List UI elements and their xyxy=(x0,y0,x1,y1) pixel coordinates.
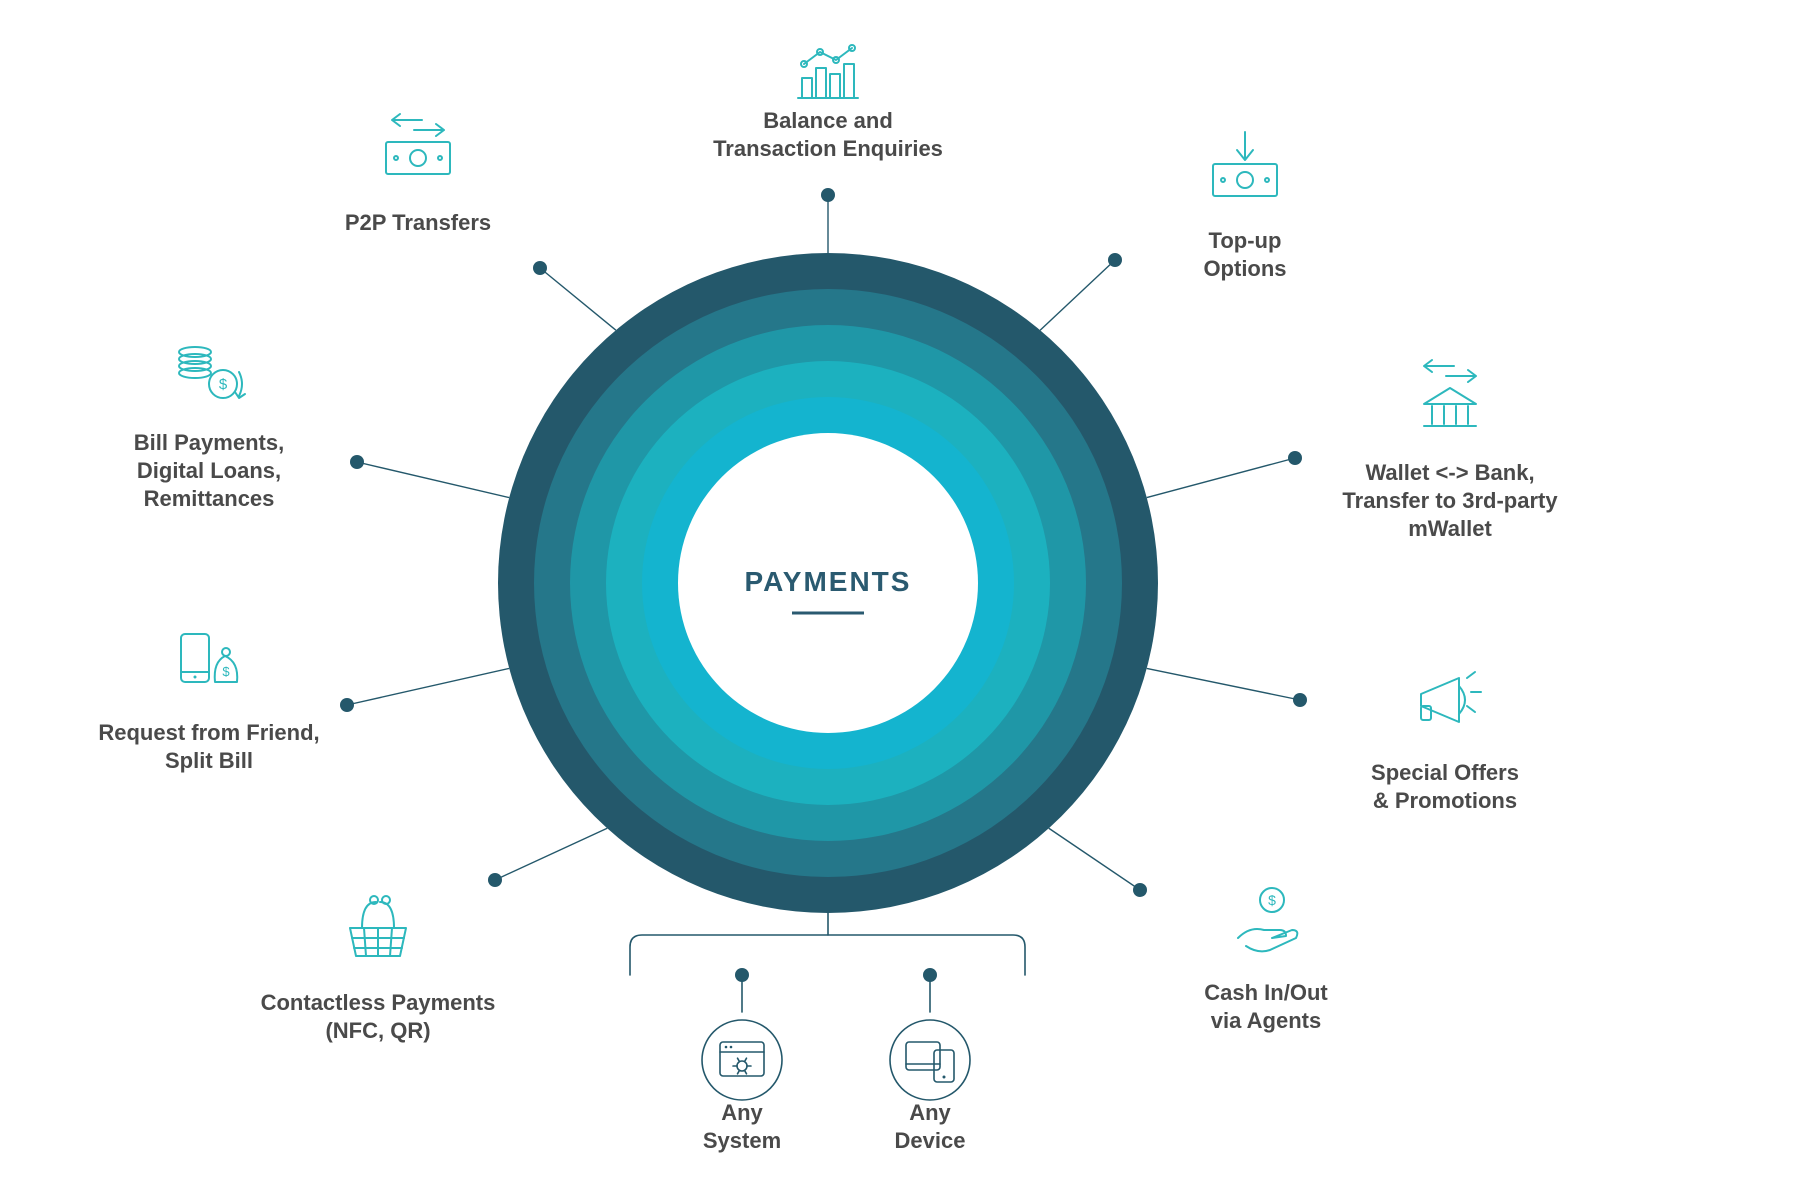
svg-text:via Agents: via Agents xyxy=(1211,1008,1321,1033)
svg-text:Request from Friend,: Request from Friend, xyxy=(98,720,319,745)
svg-text:Balance and: Balance and xyxy=(763,108,893,133)
svg-text:Wallet <-> Bank,: Wallet <-> Bank, xyxy=(1365,460,1534,485)
svg-text:P2P Transfers: P2P Transfers xyxy=(345,210,491,235)
spoke-label-p2p: P2P Transfers xyxy=(345,210,491,235)
svg-text:$: $ xyxy=(219,376,228,393)
bottom-dot-any-device xyxy=(923,968,937,982)
svg-text:(NFC, QR): (NFC, QR) xyxy=(325,1018,430,1043)
svg-text:Transaction Enquiries: Transaction Enquiries xyxy=(713,136,943,161)
spoke-dot-cash xyxy=(1133,883,1147,897)
svg-text:Split Bill: Split Bill xyxy=(165,748,253,773)
bottom-label-any-device: Device xyxy=(895,1128,966,1153)
spoke-dot-wallet-bank xyxy=(1288,451,1302,465)
svg-text:Transfer to 3rd-party: Transfer to 3rd-party xyxy=(1342,488,1558,513)
svg-text:Bill Payments,: Bill Payments, xyxy=(134,430,284,455)
payments-radial-diagram: PAYMENTS Balance and Transaction Enquiries… xyxy=(0,0,1810,1200)
spoke-dot-balance xyxy=(821,188,835,202)
spoke-dot-topup xyxy=(1108,253,1122,267)
bottom-label-any-device: Any xyxy=(909,1100,951,1125)
spoke-dot-p2p xyxy=(533,261,547,275)
svg-text:Digital Loans,: Digital Loans, xyxy=(137,458,281,483)
svg-text:Contactless Payments: Contactless Payments xyxy=(261,990,496,1015)
spoke-dot-contactless xyxy=(488,873,502,887)
svg-text:$: $ xyxy=(1268,892,1276,908)
svg-text:Cash In/Out: Cash In/Out xyxy=(1204,980,1328,1005)
svg-text:Top-up: Top-up xyxy=(1209,228,1282,253)
svg-text:$: $ xyxy=(222,664,230,679)
spoke-label-bill: Bill Payments, Digital Loans, Remittances xyxy=(134,430,284,511)
spoke-dot-offers xyxy=(1293,693,1307,707)
bottom-label-any-system: System xyxy=(703,1128,781,1153)
spoke-dot-request xyxy=(340,698,354,712)
bottom-label-any-system: Any xyxy=(721,1100,763,1125)
svg-text:Special Offers: Special Offers xyxy=(1371,760,1519,785)
spoke-dot-bill xyxy=(350,455,364,469)
svg-text:Remittances: Remittances xyxy=(144,486,275,511)
bottom-dot-any-system xyxy=(735,968,749,982)
svg-text:Options: Options xyxy=(1203,256,1286,281)
svg-text:& Promotions: & Promotions xyxy=(1373,788,1517,813)
center-title: PAYMENTS xyxy=(745,566,912,597)
svg-text:mWallet: mWallet xyxy=(1408,516,1492,541)
